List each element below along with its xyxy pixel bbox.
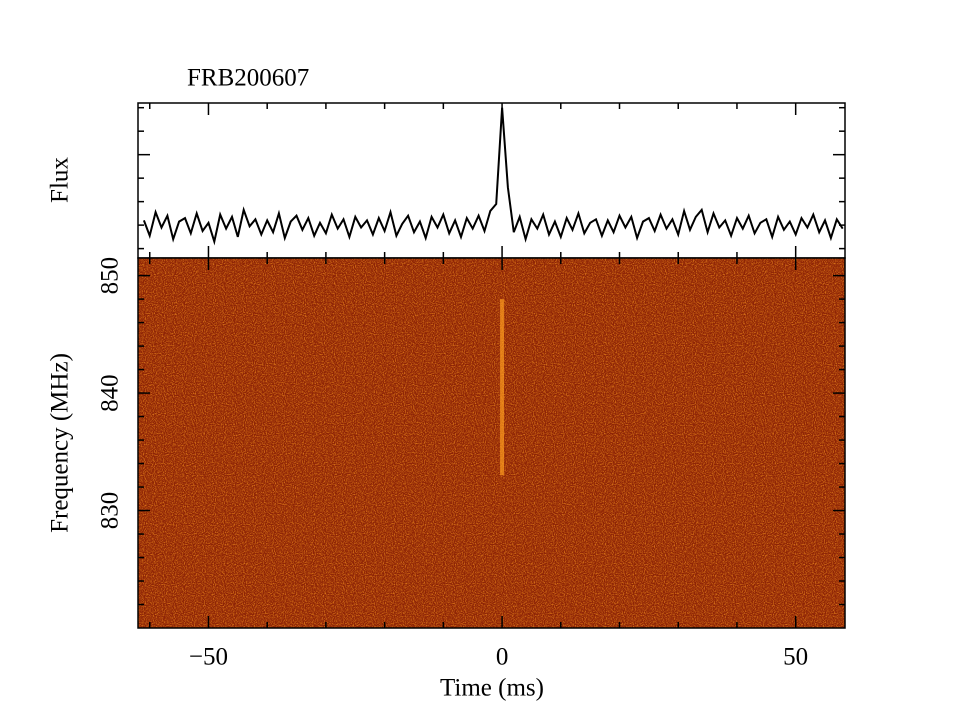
burst-streak bbox=[500, 299, 505, 476]
chart-title: FRB200607 bbox=[187, 65, 309, 92]
panel-frame bbox=[137, 102, 846, 259]
panel-frame bbox=[137, 257, 846, 629]
y-tick-label: 840 bbox=[97, 374, 124, 412]
flux-line bbox=[142, 107, 844, 246]
x-tick-label: −50 bbox=[189, 644, 228, 671]
y-axis-label: Flux bbox=[47, 157, 74, 203]
y-tick-label: 850 bbox=[97, 257, 124, 295]
x-tick-label: 50 bbox=[783, 644, 808, 671]
x-tick-label: 0 bbox=[496, 644, 509, 671]
y-axis-label: Frequency (MHz) bbox=[47, 353, 74, 533]
waterfall-noise bbox=[138, 258, 845, 628]
x-axis-label: Time (ms) bbox=[440, 675, 544, 702]
y-tick-label: 830 bbox=[97, 492, 124, 530]
